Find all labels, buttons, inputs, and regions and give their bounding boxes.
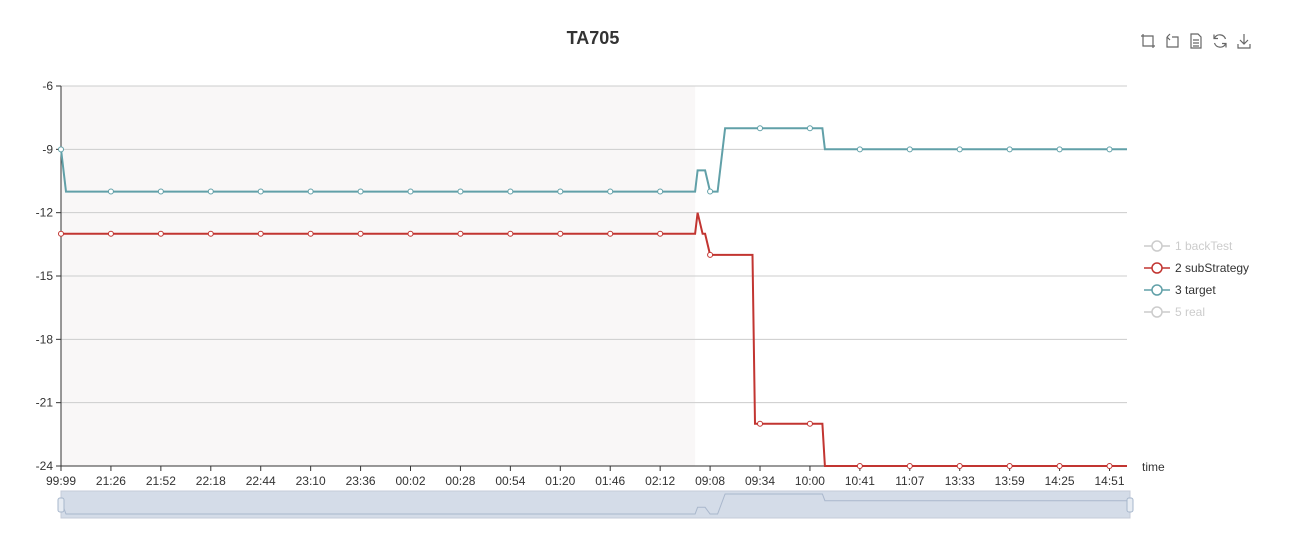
series-point <box>1056 146 1063 153</box>
x-tick-label: 14:51 <box>1095 474 1125 488</box>
y-tick-label: -9 <box>42 142 53 156</box>
series-point <box>956 146 963 153</box>
series-point <box>457 188 464 195</box>
series-point <box>557 230 564 237</box>
x-tick-label: 09:08 <box>695 474 725 488</box>
series-point <box>956 463 963 469</box>
x-axis-label: time <box>1142 460 1165 474</box>
legend-label: 2 subStrategy <box>1175 261 1250 275</box>
series-point <box>58 146 64 153</box>
series-point <box>707 251 714 258</box>
y-tick-label: -21 <box>36 396 54 410</box>
series-point <box>1006 463 1013 469</box>
series-point <box>58 230 64 237</box>
x-tick-label: 01:20 <box>545 474 575 488</box>
datazoom-handle-left <box>57 497 65 513</box>
series-point <box>757 420 764 427</box>
series-point <box>307 230 314 237</box>
datazoom-preview-line <box>60 493 1127 515</box>
series-point <box>507 188 514 195</box>
x-tick-label: 13:33 <box>945 474 975 488</box>
chart-toolbox <box>1139 32 1253 50</box>
legend-item[interactable]: 2 subStrategy <box>1144 257 1249 279</box>
series-point <box>657 230 664 237</box>
x-tick-label: 09:34 <box>745 474 775 488</box>
y-tick-label: -15 <box>36 269 54 283</box>
series-point <box>407 188 414 195</box>
legend-symbol-icon <box>1144 240 1170 252</box>
x-tick-label: 99:99 <box>46 474 76 488</box>
legend-item[interactable]: 1 backTest <box>1144 235 1249 257</box>
y-tick-label: -12 <box>36 206 54 220</box>
series-point <box>1006 146 1013 153</box>
series-point <box>607 188 614 195</box>
series-point <box>806 420 813 427</box>
x-tick-label: 00:28 <box>445 474 475 488</box>
series-point <box>906 463 913 469</box>
restore-icon[interactable] <box>1211 32 1229 50</box>
series-point <box>357 188 364 195</box>
chart-legend: 1 backTest 2 subStrategy 3 target 5 real <box>1144 235 1249 323</box>
series-point <box>1056 463 1063 469</box>
x-tick-label: 00:54 <box>495 474 525 488</box>
x-tick-label: 10:41 <box>845 474 875 488</box>
series-point <box>257 188 264 195</box>
legend-item[interactable]: 5 real <box>1144 301 1249 323</box>
x-tick-label: 21:52 <box>146 474 176 488</box>
series-point <box>307 188 314 195</box>
legend-label: 3 target <box>1175 283 1216 297</box>
legend-symbol-icon <box>1144 306 1170 318</box>
series-point <box>657 188 664 195</box>
y-tick-label: -18 <box>36 332 54 346</box>
series-point <box>257 230 264 237</box>
legend-item[interactable]: 3 target <box>1144 279 1249 301</box>
data-view-icon[interactable] <box>1187 32 1205 50</box>
legend-symbol-icon <box>1144 284 1170 296</box>
y-tick-label: -6 <box>42 79 53 93</box>
save-image-icon[interactable] <box>1235 32 1253 50</box>
series-point <box>906 146 913 153</box>
legend-label: 1 backTest <box>1175 239 1233 253</box>
series-point <box>707 188 714 195</box>
series-point <box>856 146 863 153</box>
series-point <box>207 230 214 237</box>
series-point <box>856 463 863 469</box>
series-point <box>507 230 514 237</box>
series-point <box>107 230 114 237</box>
series-point <box>107 188 114 195</box>
legend-symbol-icon <box>1144 262 1170 274</box>
x-tick-label: 01:46 <box>595 474 625 488</box>
x-tick-label: 11:07 <box>895 474 924 488</box>
x-tick-label: 22:18 <box>196 474 226 488</box>
datazoom-handle-right <box>1126 497 1134 513</box>
series-point <box>157 230 164 237</box>
x-tick-label: 13:59 <box>995 474 1025 488</box>
chart-title: TA705 <box>566 28 620 48</box>
x-tick-label: 22:44 <box>246 474 276 488</box>
series-point <box>1106 463 1113 469</box>
x-tick-label: 02:12 <box>645 474 675 488</box>
legend-label: 5 real <box>1175 305 1206 319</box>
series-point <box>607 230 614 237</box>
series-point <box>207 188 214 195</box>
series-point <box>457 230 464 237</box>
series-point <box>1106 146 1113 153</box>
x-tick-label: 21:26 <box>96 474 126 488</box>
series-point <box>557 188 564 195</box>
x-tick-label: 23:10 <box>296 474 326 488</box>
x-tick-label: 10:00 <box>795 474 825 488</box>
series-point <box>357 230 364 237</box>
x-tick-label: 23:36 <box>346 474 376 488</box>
zoom-reset-icon[interactable] <box>1163 32 1181 50</box>
y-tick-label: -24 <box>36 459 54 473</box>
series-point <box>157 188 164 195</box>
zoom-icon[interactable] <box>1139 32 1157 50</box>
x-tick-label: 14:25 <box>1045 474 1075 488</box>
x-tick-label: 00:02 <box>395 474 425 488</box>
series-point <box>757 125 764 132</box>
series-point <box>407 230 414 237</box>
series-point <box>806 125 813 132</box>
